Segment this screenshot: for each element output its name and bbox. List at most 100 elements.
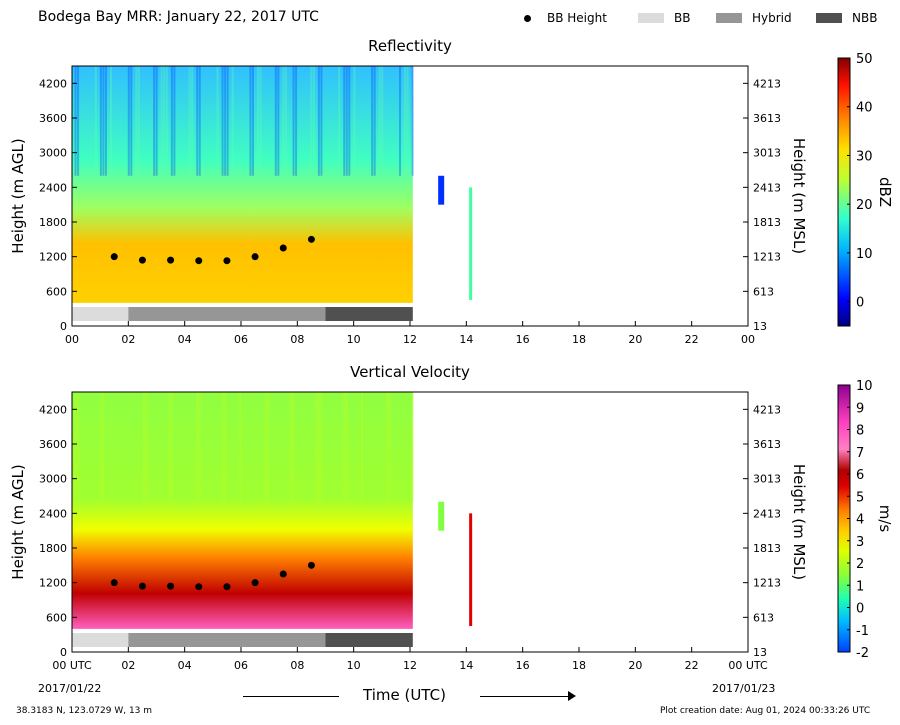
reflectivity-title: Reflectivity xyxy=(368,37,452,55)
nbb-swatch xyxy=(816,13,842,23)
bb-height-point xyxy=(110,579,118,587)
field-streak xyxy=(196,392,199,502)
field-streak xyxy=(282,66,285,176)
field-streak xyxy=(378,66,381,176)
field-streak xyxy=(388,392,391,502)
field-streak xyxy=(99,66,102,176)
bb-height-point xyxy=(167,256,175,264)
colorbar-tick-label: 6 xyxy=(856,468,864,483)
xtick-label: 08 xyxy=(290,659,304,672)
field-streak xyxy=(317,66,320,176)
bb-height-point xyxy=(195,257,203,265)
field-streak xyxy=(257,66,260,176)
colorbar-0 xyxy=(837,57,851,327)
field-streak xyxy=(221,66,224,176)
field-streak xyxy=(99,392,102,502)
xtick-label: 18 xyxy=(572,333,586,346)
xtick-label: 00 UTC xyxy=(52,659,92,672)
xtick-label: 04 xyxy=(178,333,192,346)
colorbar-tick-label: 10 xyxy=(856,247,873,262)
field-streak xyxy=(345,392,348,502)
bb-height-point xyxy=(307,561,315,569)
y2tick-label: 3013 xyxy=(753,473,781,486)
y2tick-label: 4213 xyxy=(753,77,781,90)
field-streak xyxy=(104,66,107,176)
colorbar-tick-label: 20 xyxy=(856,198,873,213)
arrow-right-icon xyxy=(568,691,576,701)
xtick-label: 00 xyxy=(741,333,755,346)
ytick-label: 1200 xyxy=(39,577,67,590)
field-streak xyxy=(226,66,229,176)
xtick-label: 14 xyxy=(459,333,473,346)
y2tick-label: 2413 xyxy=(753,507,781,520)
field-streak xyxy=(102,392,105,502)
xtick-label: 02 xyxy=(121,333,135,346)
field-streak xyxy=(74,392,77,502)
colorbar-tick-label: 1 xyxy=(856,579,864,594)
y2tick-label: 13 xyxy=(753,646,767,659)
field-streak xyxy=(74,66,77,176)
xtick-label: 18 xyxy=(572,659,586,672)
echo-13h xyxy=(438,501,445,531)
colorbar-tick-label: 3 xyxy=(856,535,864,550)
ytick-label: 2400 xyxy=(39,507,67,520)
y2tick-label: 3613 xyxy=(753,112,781,125)
field-streak xyxy=(102,66,105,176)
bb-height-point xyxy=(138,256,146,264)
colorbar-tick-label: 4 xyxy=(856,513,864,528)
y2tick-label: 613 xyxy=(753,611,774,624)
field-streak xyxy=(264,392,267,502)
y2tick-label: 13 xyxy=(753,320,767,333)
bb-height-point xyxy=(251,253,259,261)
field-streak xyxy=(292,66,295,176)
bb-height-point xyxy=(167,582,175,590)
ytick-label: 1800 xyxy=(39,216,67,229)
y2tick-label: 1213 xyxy=(753,577,781,590)
regime-nbb xyxy=(325,633,413,647)
end-date: 2017/01/23 xyxy=(712,682,776,695)
y2-axis-label: Height (m MSL) xyxy=(790,464,808,580)
field-streak xyxy=(191,66,194,176)
location-text: 38.3183 N, 123.0729 W, 13 m xyxy=(16,706,153,716)
field-streak xyxy=(404,66,407,176)
ytick-label: 4200 xyxy=(39,77,67,90)
xtick-label: 12 xyxy=(403,333,417,346)
bb-height-point xyxy=(251,579,259,587)
ytick-label: 600 xyxy=(46,611,67,624)
field-streak xyxy=(221,392,224,502)
precip-field-0 xyxy=(72,66,413,303)
field-streak xyxy=(94,66,97,176)
field-streak xyxy=(127,66,130,176)
dot-icon xyxy=(524,14,531,22)
echo-14h xyxy=(469,187,473,300)
ytick-label: 600 xyxy=(46,285,67,298)
velocity-title: Vertical Velocity xyxy=(350,363,470,381)
xtick-label: 22 xyxy=(685,333,699,346)
bb-height-point xyxy=(195,583,203,591)
y2-axis-label: Height (m MSL) xyxy=(790,138,808,254)
y2tick-label: 2413 xyxy=(753,181,781,194)
field-streak xyxy=(315,392,318,502)
colorbar-tick-label: 0 xyxy=(856,602,864,617)
colorbar-tick-label: 8 xyxy=(856,424,864,439)
field-streak xyxy=(170,392,173,502)
field-streak xyxy=(343,392,346,502)
field-streak xyxy=(373,66,376,176)
regime-bb xyxy=(72,307,129,321)
field-streak xyxy=(381,66,384,176)
field-streak xyxy=(251,66,254,176)
field-streak xyxy=(406,66,409,176)
ytick-label: 0 xyxy=(60,320,67,333)
field-streak xyxy=(216,66,219,176)
bb-height-point xyxy=(223,257,231,265)
field-streak xyxy=(320,392,323,502)
y2tick-label: 1213 xyxy=(753,251,781,264)
field-streak xyxy=(224,392,227,502)
field-streak xyxy=(317,392,320,502)
ytick-label: 1200 xyxy=(39,251,67,264)
field-streak xyxy=(386,392,389,502)
y-axis-label: Height (m AGL) xyxy=(9,138,27,253)
regime-hybrid xyxy=(128,307,326,321)
field-streak xyxy=(196,66,199,176)
field-streak xyxy=(399,66,402,176)
